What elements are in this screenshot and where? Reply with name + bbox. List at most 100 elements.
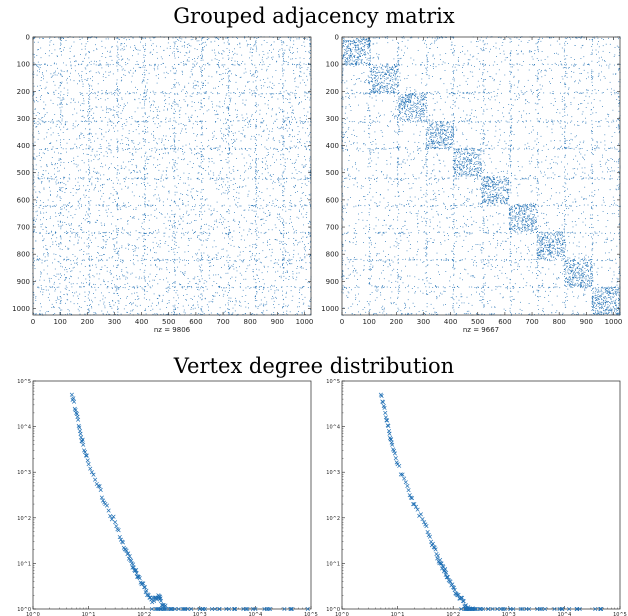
spy-point xyxy=(74,143,76,145)
spy-point xyxy=(257,274,258,276)
spy-point xyxy=(213,174,215,176)
spy-point xyxy=(221,78,223,80)
spy-point xyxy=(209,266,210,267)
spy-point xyxy=(159,295,161,296)
spy-point xyxy=(259,109,261,111)
spy-point xyxy=(213,257,215,259)
spy-point xyxy=(297,126,299,127)
spy-point xyxy=(68,310,70,312)
spy-point xyxy=(105,151,107,153)
spy-point xyxy=(255,172,257,174)
spy-point xyxy=(228,49,230,51)
spy-point xyxy=(60,207,61,209)
spy-point xyxy=(208,145,210,147)
spy-point xyxy=(36,214,38,216)
spy-point xyxy=(166,291,167,292)
spy-point xyxy=(253,92,255,94)
spy-point xyxy=(119,183,121,185)
spy-point xyxy=(88,37,90,39)
spy-point xyxy=(285,147,287,149)
spy-point xyxy=(132,183,133,184)
spy-point xyxy=(249,70,251,72)
spy-point xyxy=(197,92,199,94)
spy-point xyxy=(156,82,158,84)
spy-point xyxy=(65,267,66,268)
spy-point xyxy=(271,93,272,95)
spy-point xyxy=(268,86,270,88)
spy-point xyxy=(86,305,88,306)
spy-point xyxy=(117,293,119,294)
spy-point xyxy=(272,37,274,38)
spy-point xyxy=(223,204,225,206)
spy-point xyxy=(176,313,178,315)
spy-point xyxy=(66,232,68,234)
spy-point xyxy=(53,225,54,227)
spy-point xyxy=(53,81,55,83)
spy-point xyxy=(115,125,117,127)
spy-point xyxy=(208,309,209,311)
spy-point xyxy=(109,64,111,66)
spy-point xyxy=(201,70,203,71)
spy-point xyxy=(299,82,301,84)
spy-point xyxy=(68,139,70,140)
spy-point xyxy=(142,255,144,257)
spy-point xyxy=(67,128,69,130)
spy-point xyxy=(116,207,118,209)
spy-point xyxy=(169,118,171,120)
spy-point xyxy=(200,239,202,241)
spy-point xyxy=(33,176,35,178)
spy-point xyxy=(204,80,206,81)
spy-point xyxy=(174,201,176,203)
spy-point xyxy=(216,257,218,258)
spy-point xyxy=(88,174,89,176)
spy-point xyxy=(199,214,200,215)
spy-point xyxy=(131,293,133,295)
spy-point xyxy=(40,123,41,125)
spy-point xyxy=(130,123,132,125)
spy-point xyxy=(117,300,119,302)
spy-point xyxy=(177,157,179,159)
spy-point xyxy=(149,280,151,282)
spy-point xyxy=(101,46,103,47)
spy-point xyxy=(108,129,110,131)
spy-point xyxy=(45,170,47,172)
spy-point xyxy=(88,102,89,104)
spy-point xyxy=(208,64,210,66)
spy-point xyxy=(59,107,61,109)
spy-point xyxy=(62,221,63,223)
spy-point xyxy=(46,249,48,251)
spy-point xyxy=(36,255,38,257)
spy-point xyxy=(305,64,307,65)
spy-point xyxy=(81,116,83,117)
spy-point xyxy=(141,226,142,228)
spy-point xyxy=(174,237,176,239)
spy-point xyxy=(197,58,198,59)
spy-point xyxy=(226,141,227,143)
spy-point xyxy=(290,203,292,204)
spy-point xyxy=(238,192,240,194)
spy-point xyxy=(88,178,90,180)
spy-point xyxy=(210,205,212,207)
spy-point xyxy=(135,86,136,88)
spy-point xyxy=(60,208,62,210)
spy-point xyxy=(133,67,134,69)
spy-point xyxy=(47,253,49,254)
spy-point xyxy=(98,278,100,280)
spy-point xyxy=(281,44,283,46)
spy-point xyxy=(153,131,154,132)
spy-point xyxy=(255,264,257,265)
spy-point xyxy=(196,178,198,179)
spy-point xyxy=(169,162,170,164)
spy-point xyxy=(162,185,163,187)
spy-point xyxy=(117,57,119,58)
spy-point xyxy=(88,169,89,170)
spy-point xyxy=(34,108,36,110)
spy-point xyxy=(90,60,92,62)
spy-point xyxy=(87,78,89,79)
spy-point xyxy=(240,205,242,207)
spy-point xyxy=(126,311,128,313)
spy-point xyxy=(263,40,265,41)
spy-point xyxy=(40,96,41,98)
spy-point xyxy=(109,149,111,150)
spy-point xyxy=(88,284,90,286)
